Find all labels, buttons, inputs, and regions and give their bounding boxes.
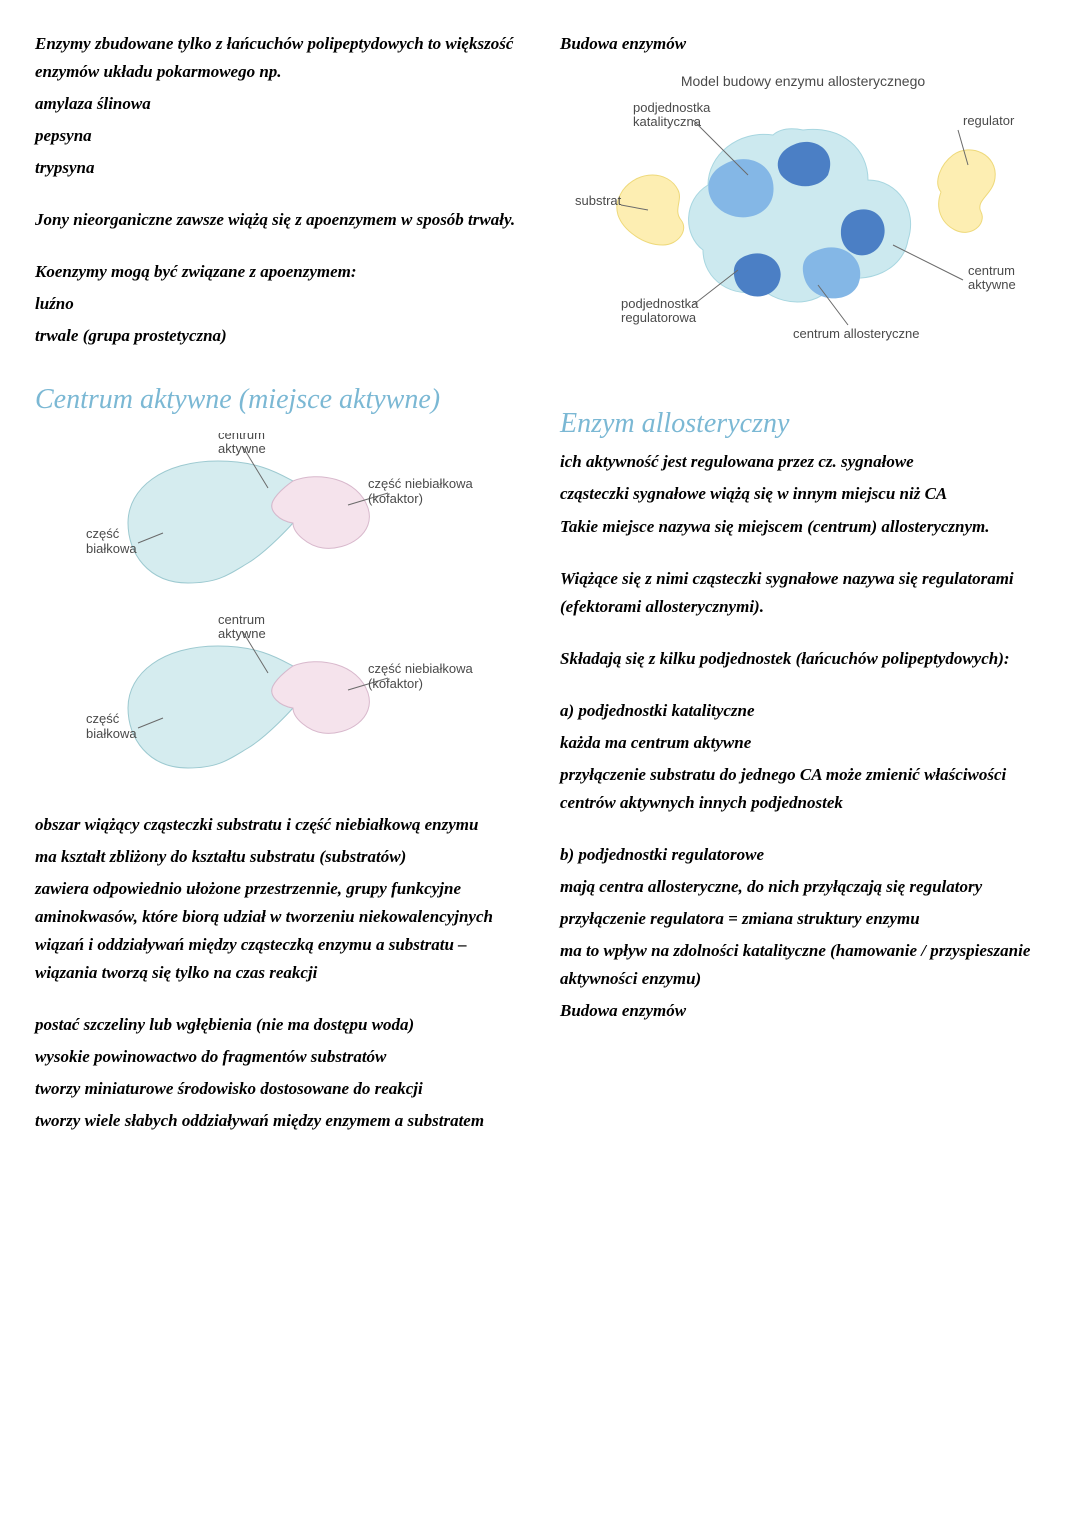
body-text: Składają się z kilku podjednostek (łańcu… [560, 645, 1045, 673]
diagram-label: aktywne [218, 626, 266, 641]
diagram-label: część [86, 526, 120, 541]
spacer [560, 625, 1045, 645]
body-text: każda ma centrum aktywne [560, 729, 1045, 757]
left-column: Enzymy zbudowane tylko z łańcuchów polip… [35, 30, 520, 1495]
diagram-label: substrat [575, 193, 622, 208]
diagram-label: centrum [218, 612, 265, 627]
diagram-label: katalityczna [633, 114, 702, 129]
spacer [560, 545, 1045, 565]
diagram-label: część niebiałkowa [368, 661, 474, 676]
spacer [35, 186, 520, 206]
diagram-label: białkowa [86, 726, 137, 741]
diagram-centrum-aktywne: centrum aktywne część niebiałkowa (kofak… [35, 433, 520, 793]
body-text: b) podjednostki regulatorowe [560, 841, 1045, 869]
diagram-label: część [86, 711, 120, 726]
body-text: ma to wpływ na zdolności katalityczne (h… [560, 937, 1045, 993]
diagram-label: aktywne [968, 277, 1016, 292]
centrum-aktywne-svg: centrum aktywne część niebiałkowa (kofak… [68, 433, 488, 793]
spacer [560, 821, 1045, 841]
body-text: cząsteczki sygnałowe wiążą się w innym m… [560, 480, 1045, 508]
list-item: amylaza ślinowa [35, 90, 520, 118]
spacer [560, 677, 1045, 697]
body-text: a) podjednostki katalityczne [560, 697, 1045, 725]
body-text: przyłączenie regulatora = zmiana struktu… [560, 905, 1045, 933]
body-text: tworzy wiele słabych oddziaływań między … [35, 1107, 520, 1135]
diagram-title: Model budowy enzymu allosterycznego [680, 73, 925, 89]
diagram-label: aktywne [218, 441, 266, 456]
diagram-label: białkowa [86, 541, 137, 556]
diagram-label: (kofaktor) [368, 491, 423, 506]
list-item: trwale (grupa prostetyczna) [35, 322, 520, 350]
body-text: Jony nieorganiczne zawsze wiążą się z ap… [35, 206, 520, 234]
diagram-allosteryczny: Model budowy enzymu allosterycznego podj… [560, 70, 1045, 360]
list-item: trypsyna [35, 154, 520, 182]
body-text: obszar wiążący cząsteczki substratu i cz… [35, 811, 520, 839]
spacer [35, 238, 520, 258]
list-item: luźno [35, 290, 520, 318]
spacer [35, 354, 520, 382]
body-text: Takie miejsce nazywa się miejscem (centr… [560, 513, 1045, 541]
body-text: mają centra allosteryczne, do nich przył… [560, 873, 1045, 901]
spacer [560, 378, 1045, 406]
diagram-label: regulator [963, 113, 1015, 128]
diagram-label: regulatorowa [621, 310, 697, 325]
section-heading-enzym-allosteryczny: Enzym allosteryczny [560, 406, 1045, 442]
body-text: Wiążące się z nimi cząsteczki sygnałowe … [560, 565, 1045, 621]
body-text: postać szczeliny lub wgłębienia (nie ma … [35, 1011, 520, 1039]
diagram-label: część niebiałkowa [368, 476, 474, 491]
body-text: przyłączenie substratu do jednego CA moż… [560, 761, 1045, 817]
diagram-label: centrum [968, 263, 1015, 278]
diagram-label: centrum allosteryczne [793, 326, 919, 341]
diagram-label: podjednostka [621, 296, 699, 311]
diagram-label: (kofaktor) [368, 676, 423, 691]
diagram-label: podjednostka [633, 100, 711, 115]
body-text: tworzy miniaturowe środowisko dostosowan… [35, 1075, 520, 1103]
right-column: Budowa enzymów Model budowy enzymu allos… [560, 30, 1045, 1495]
body-text: ich aktywność jest regulowana przez cz. … [560, 448, 1045, 476]
body-text: wysokie powinowactwo do fragmentów subst… [35, 1043, 520, 1071]
spacer [35, 991, 520, 1011]
body-text: zawiera odpowiednio ułożone przestrzenni… [35, 875, 520, 987]
body-text: Enzymy zbudowane tylko z łańcuchów polip… [35, 30, 520, 86]
body-text: ma kształt zbliżony do kształtu substrat… [35, 843, 520, 871]
list-item: pepsyna [35, 122, 520, 150]
section-heading-centrum-aktywne: Centrum aktywne (miejsce aktywne) [35, 382, 520, 418]
body-text: Budowa enzymów [560, 997, 1045, 1025]
body-text: Koenzymy mogą być związane z apoenzymem: [35, 258, 520, 286]
allosteryczny-svg: Model budowy enzymu allosterycznego podj… [563, 70, 1043, 360]
section-title-budowa: Budowa enzymów [560, 30, 1045, 58]
